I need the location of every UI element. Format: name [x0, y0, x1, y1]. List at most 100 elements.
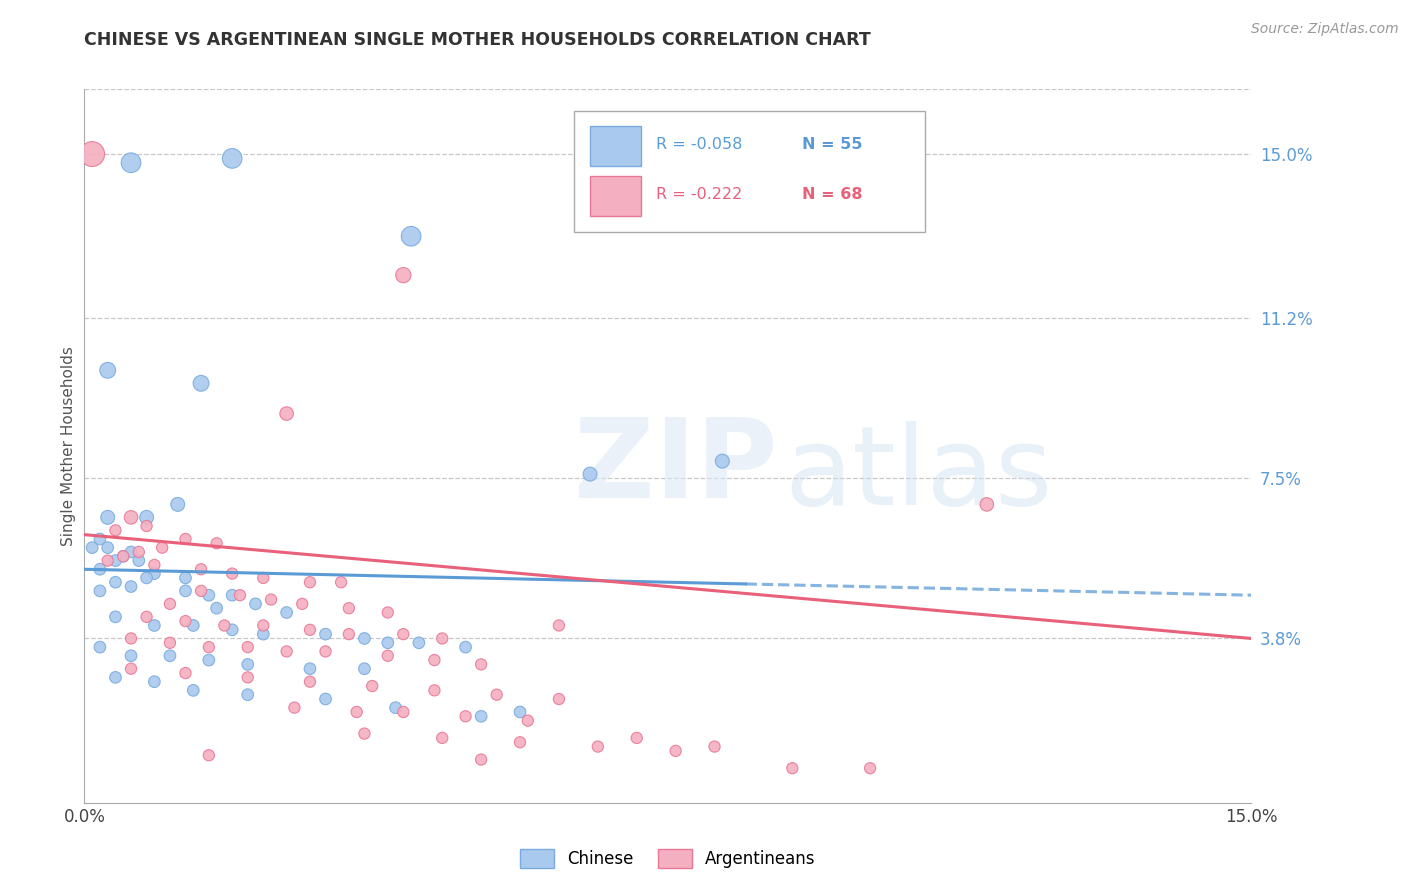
- Point: [346, 705, 368, 719]
- Point: [252, 571, 274, 585]
- Point: [190, 583, 212, 598]
- Point: [97, 541, 120, 555]
- Point: [579, 467, 602, 482]
- Point: [665, 744, 688, 758]
- Point: [120, 662, 142, 676]
- Point: [361, 679, 384, 693]
- Point: [229, 588, 252, 602]
- FancyBboxPatch shape: [575, 111, 925, 232]
- Point: [516, 714, 538, 728]
- Point: [276, 644, 298, 658]
- Point: [159, 597, 181, 611]
- Point: [711, 454, 734, 468]
- Point: [276, 606, 298, 620]
- Text: N = 68: N = 68: [801, 187, 862, 202]
- Point: [252, 627, 274, 641]
- Point: [298, 662, 321, 676]
- Point: [315, 644, 337, 658]
- Point: [276, 407, 298, 421]
- Point: [298, 674, 321, 689]
- Point: [315, 627, 337, 641]
- Point: [104, 524, 127, 538]
- Point: [548, 618, 571, 632]
- FancyBboxPatch shape: [589, 126, 641, 166]
- Point: [128, 553, 150, 567]
- Point: [298, 623, 321, 637]
- Point: [159, 636, 181, 650]
- Point: [112, 549, 135, 564]
- Point: [470, 709, 492, 723]
- Point: [89, 562, 111, 576]
- Point: [89, 532, 111, 546]
- Point: [337, 627, 360, 641]
- Point: [423, 653, 446, 667]
- Point: [104, 553, 127, 567]
- Point: [174, 583, 197, 598]
- Point: [82, 541, 104, 555]
- Text: R = -0.058: R = -0.058: [657, 136, 742, 152]
- Text: CHINESE VS ARGENTINEAN SINGLE MOTHER HOUSEHOLDS CORRELATION CHART: CHINESE VS ARGENTINEAN SINGLE MOTHER HOU…: [84, 31, 872, 49]
- Point: [89, 640, 111, 654]
- Point: [143, 558, 166, 572]
- Point: [586, 739, 609, 754]
- Point: [198, 588, 221, 602]
- Point: [236, 670, 259, 684]
- Point: [315, 692, 337, 706]
- Point: [353, 662, 375, 676]
- Point: [392, 268, 415, 282]
- Point: [181, 683, 204, 698]
- Point: [128, 545, 150, 559]
- Point: [120, 155, 142, 169]
- Point: [509, 705, 531, 719]
- Point: [97, 510, 120, 524]
- Point: [143, 618, 166, 632]
- Text: R = -0.222: R = -0.222: [657, 187, 742, 202]
- Point: [298, 575, 321, 590]
- Point: [143, 674, 166, 689]
- Point: [135, 519, 157, 533]
- Point: [399, 229, 422, 244]
- Point: [120, 510, 142, 524]
- Point: [135, 510, 157, 524]
- Point: [283, 700, 305, 714]
- Point: [104, 670, 127, 684]
- Point: [174, 666, 197, 681]
- Y-axis label: Single Mother Households: Single Mother Households: [60, 346, 76, 546]
- Point: [353, 632, 375, 646]
- Point: [392, 705, 415, 719]
- Point: [97, 363, 120, 377]
- Point: [112, 549, 135, 564]
- Point: [454, 640, 477, 654]
- Point: [454, 709, 477, 723]
- Point: [143, 566, 166, 581]
- Point: [337, 601, 360, 615]
- Point: [97, 553, 120, 567]
- Point: [205, 536, 228, 550]
- Point: [377, 648, 399, 663]
- Point: [174, 532, 197, 546]
- Point: [703, 739, 725, 754]
- Point: [135, 571, 157, 585]
- Point: [82, 147, 104, 161]
- Point: [470, 753, 492, 767]
- Point: [190, 562, 212, 576]
- Point: [432, 632, 454, 646]
- Point: [190, 376, 212, 391]
- Point: [214, 618, 236, 632]
- Point: [221, 152, 243, 166]
- Point: [377, 636, 399, 650]
- Text: atlas: atlas: [785, 421, 1053, 528]
- Point: [174, 571, 197, 585]
- Point: [89, 583, 111, 598]
- Point: [104, 610, 127, 624]
- Point: [120, 580, 142, 594]
- Point: [166, 497, 188, 511]
- Point: [245, 597, 267, 611]
- Point: [377, 606, 399, 620]
- Point: [135, 610, 157, 624]
- Point: [221, 588, 243, 602]
- Point: [120, 545, 142, 559]
- Point: [205, 601, 228, 615]
- Point: [120, 632, 142, 646]
- Point: [330, 575, 353, 590]
